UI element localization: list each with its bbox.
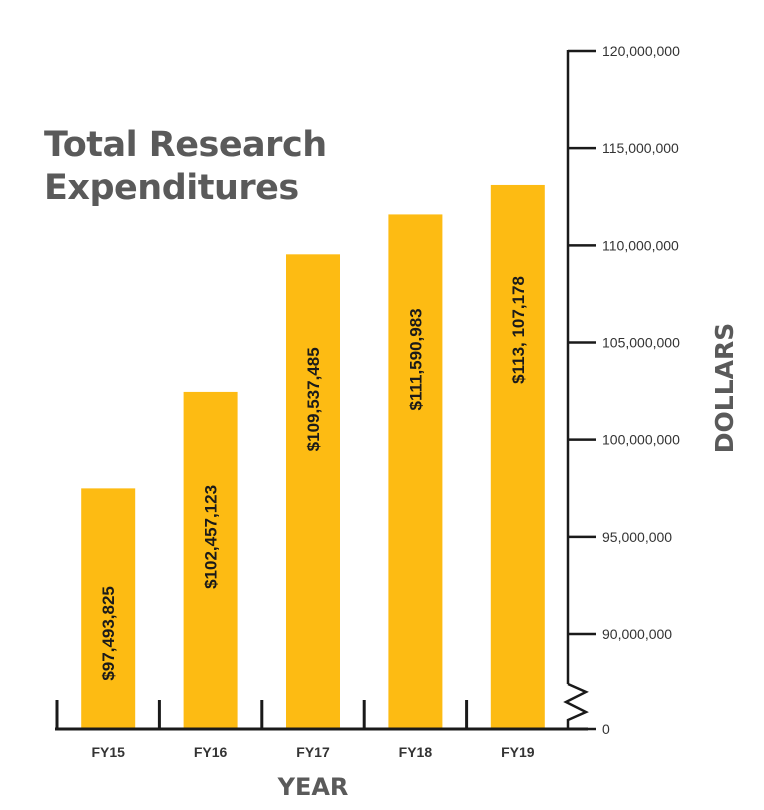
y-tick-label: 110,000,000	[602, 237, 679, 253]
bar-value-label: $102,457,123	[202, 485, 221, 589]
bar-value-label: $111,590,983	[406, 308, 425, 410]
bar-value-label: $113, 107,178	[509, 276, 528, 384]
y-tick-label: 100,000,000	[602, 432, 680, 448]
chart-title-line-1: Total Research	[44, 125, 327, 165]
bar-fy19	[490, 184, 545, 729]
y-axis-title: DOLLARS	[710, 323, 739, 453]
chart-title-line-2: Expenditures	[44, 168, 299, 208]
bar-fy17	[286, 254, 340, 730]
y-tick-label: 115,000,000	[602, 140, 679, 156]
y-tick-label: 105,000,000	[602, 335, 680, 351]
y-axis-break	[563, 682, 589, 729]
category-ticks-layer	[55, 700, 469, 729]
category-labels-layer: FY15 FY16 FY17 FY18 FY19	[91, 744, 534, 760]
x-axis-title: YEAR	[277, 773, 349, 801]
axis-layer	[55, 50, 589, 731]
y-tick-label: 0	[602, 721, 610, 737]
x-tick-label: FY18	[399, 744, 433, 760]
bar-value-label: $109,537,485	[304, 347, 323, 451]
y-tick-label: 90,000,000	[602, 626, 672, 642]
chart-title: Total Research Expenditures	[44, 124, 327, 210]
y-tick-label: 120,000,000	[602, 43, 680, 59]
bar-value-label: $97,493,825	[99, 586, 118, 681]
bar-fy18	[388, 214, 443, 730]
x-tick-label: FY16	[194, 744, 228, 760]
bar-fy15	[81, 488, 136, 729]
x-tick-label: FY17	[296, 744, 330, 760]
x-tick-label: FY19	[501, 744, 535, 760]
y-tick-label: 95,000,000	[602, 529, 672, 545]
bars-layer: $97,493,825 $102,457,123 $109,537,485 $111,…	[81, 184, 545, 730]
x-tick-label: FY15	[91, 744, 125, 760]
bar-fy16	[183, 391, 238, 729]
y-ticks-layer: 0 90,000,000 95,000,000 100,000,000 105,000,…	[568, 43, 680, 737]
